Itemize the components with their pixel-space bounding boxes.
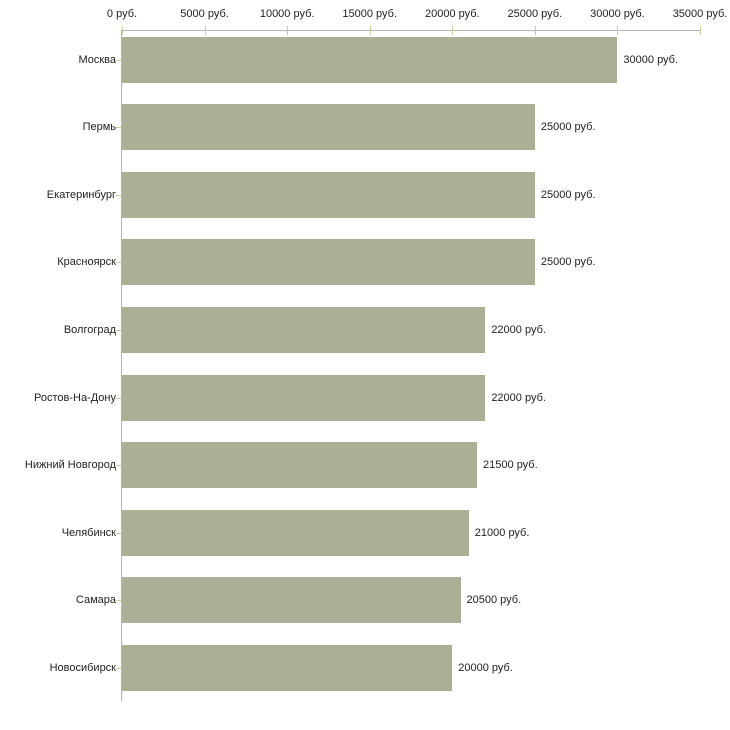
category-label: Ростов-На-Дону	[33, 391, 116, 404]
category-tick	[116, 127, 121, 129]
x-tick-label: 10000 руб.	[259, 8, 315, 20]
value-label: 21000 руб.	[474, 526, 530, 539]
x-tick	[287, 26, 289, 35]
category-tick	[116, 59, 121, 61]
bar	[122, 644, 453, 691]
x-tick	[534, 26, 536, 35]
category-label: Волгоград	[63, 323, 116, 336]
value-label: 25000 руб.	[540, 121, 596, 134]
bar	[122, 104, 535, 151]
x-tick	[700, 26, 701, 35]
category-label: Красноярск	[57, 256, 116, 269]
category-label: Самара	[75, 594, 116, 607]
y-axis-line	[121, 30, 122, 701]
category-label: Пермь	[82, 121, 116, 134]
x-tick-label: 15000 руб.	[342, 8, 398, 20]
x-tick-label: 20000 руб.	[424, 8, 480, 20]
bar	[122, 442, 478, 489]
bar	[122, 306, 486, 353]
bar	[122, 36, 618, 83]
x-tick-label: 35000 руб.	[672, 8, 728, 20]
category-tick	[116, 465, 121, 467]
value-label: 20500 руб.	[466, 594, 522, 607]
category-tick	[116, 532, 121, 534]
bar	[122, 171, 535, 218]
value-label: 25000 руб.	[540, 256, 596, 269]
category-label: Новосибирск	[49, 661, 116, 674]
category-label: Москва	[78, 53, 116, 66]
x-tick-label: 25000 руб.	[507, 8, 563, 20]
category-tick	[116, 667, 121, 669]
category-tick	[116, 397, 121, 399]
x-tick	[122, 26, 123, 35]
bar	[122, 577, 461, 624]
x-tick	[617, 26, 619, 35]
category-tick	[116, 329, 121, 331]
x-tick-label: 30000 руб.	[590, 8, 645, 20]
value-label: 21500 руб.	[483, 459, 538, 472]
bar	[122, 509, 469, 556]
x-tick-label: 5000 руб.	[180, 8, 229, 20]
x-axis-line	[122, 30, 701, 31]
value-label: 22000 руб.	[491, 391, 546, 404]
value-label: 25000 руб.	[540, 188, 596, 201]
x-tick-label: 0 руб.	[106, 8, 138, 20]
value-label: 30000 руб.	[623, 53, 679, 66]
value-label: 20000 руб.	[458, 661, 513, 674]
value-label: 22000 руб.	[491, 323, 546, 336]
category-label: Нижний Новгород	[24, 459, 116, 472]
category-label: Челябинск	[61, 526, 116, 539]
x-tick	[369, 26, 371, 35]
bar	[122, 374, 486, 421]
category-tick	[116, 194, 121, 196]
bar	[122, 239, 535, 286]
category-tick	[116, 262, 121, 264]
x-tick	[452, 26, 454, 35]
x-tick	[204, 26, 206, 35]
category-tick	[116, 600, 121, 602]
category-label: Екатеринбург	[46, 188, 116, 201]
